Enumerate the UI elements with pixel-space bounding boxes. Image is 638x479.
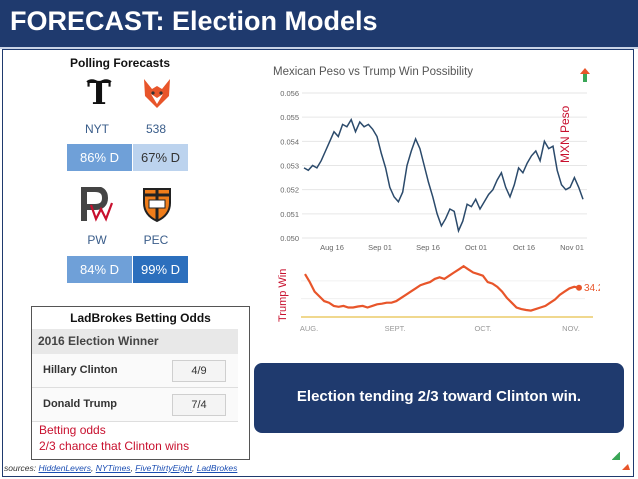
- odds-value: 7/4: [172, 394, 226, 416]
- peso-x-tick: Sep 16: [416, 243, 440, 252]
- peso-x-tick: Aug 16: [320, 243, 344, 252]
- win-x-tick: OCT.: [474, 324, 491, 333]
- peso-y-tick: 0.051: [280, 210, 299, 219]
- win-x-tick: SEPT.: [385, 324, 406, 333]
- callout-box: Election tending 2/3 toward Clinton win.: [254, 363, 624, 433]
- peso-y-tick: 0.052: [280, 186, 299, 195]
- peso-x-ticks: Aug 16 Sep 01 Sep 16 Oct 01 Oct 16 Nov 01: [320, 243, 584, 252]
- ladbrokes-title: LadBrokes Betting Odds: [70, 311, 211, 325]
- forecast-name-pw: PW: [87, 233, 107, 247]
- ladbrokes-header: 2016 Election Winner: [32, 329, 238, 355]
- forecast-name-nyt: NYT: [85, 122, 109, 136]
- svg-text:T: T: [87, 76, 111, 110]
- win-gridlines: [301, 280, 585, 300]
- odds-value: 4/9: [172, 360, 226, 382]
- princeton-shield-logo: [143, 188, 171, 223]
- win-chart-bg: [293, 255, 600, 335]
- forecast-name-pec: PEC: [143, 233, 169, 247]
- callout-text: Election tending 2/3 toward Clinton win.: [296, 388, 582, 405]
- peso-x-tick: Oct 16: [513, 243, 535, 252]
- trump-win-y-label: Trump Win: [277, 268, 289, 322]
- candidate-name: Donald Trump: [43, 398, 117, 410]
- sources-line: sources: HiddenLevers, NYTimes, FiveThir…: [4, 463, 238, 473]
- forecast-value-pec: 99% D: [133, 256, 188, 283]
- ladbrokes-header-label: 2016 Election Winner: [38, 334, 159, 348]
- title-bar: FORECAST: Election Models: [0, 0, 638, 49]
- forecast-value-nyt: 86% D: [67, 144, 132, 171]
- peso-x-tick: Sep 01: [368, 243, 392, 252]
- nyt-logo: T: [86, 76, 112, 110]
- peso-chart-title: Mexican Peso vs Trump Win Possibility: [273, 66, 473, 78]
- win-x-ticks: AUG. SEPT. OCT. NOV.: [300, 324, 580, 333]
- forecast-value-538: 67% D: [133, 144, 188, 171]
- slide-title: FORECAST: Election Models: [10, 6, 378, 36]
- arrows-icon: [580, 68, 590, 82]
- ladbrokes-box: LadBrokes Betting Odds 2016 Election Win…: [31, 306, 250, 460]
- peso-chart-bg: [262, 58, 600, 258]
- fox-logo: [144, 79, 170, 108]
- candidate-name: Hillary Clinton: [43, 364, 118, 376]
- peso-y-tick: 0.053: [280, 162, 299, 171]
- peso-y-tick: 0.055: [280, 113, 299, 122]
- win-x-tick: NOV.: [562, 324, 580, 333]
- peso-y-ticks: 0.056 0.055 0.054 0.053 0.052 0.051 0.050: [280, 89, 299, 243]
- betting-note-line1: Betting odds: [39, 423, 106, 437]
- ladbrokes-row: Donald Trump 7/4: [32, 388, 238, 422]
- win-last-point: [576, 284, 582, 291]
- peso-series-line: [303, 117, 584, 234]
- source-link-hiddenlevers[interactable]: HiddenLevers: [38, 463, 91, 473]
- source-link-fivethirtyeight[interactable]: FiveThirtyEight: [135, 463, 192, 473]
- source-link-ladbrokes[interactable]: LadBrokes: [196, 463, 238, 473]
- arrows-icon: [612, 452, 630, 470]
- forecast-name-538: 538: [145, 122, 167, 136]
- win-last-label: 34.2%: [584, 283, 600, 294]
- peso-y-label: MXN Peso: [558, 105, 572, 163]
- peso-chart: Mexican Peso vs Trump Win Possibility 0.…: [262, 58, 600, 258]
- forecast-value-pw: 84% D: [67, 256, 132, 283]
- betting-note-line2: 2/3 chance that Clinton wins: [39, 439, 190, 453]
- peso-y-tick: 0.050: [280, 234, 299, 243]
- peso-gridlines: [302, 92, 587, 239]
- polling-title: Polling Forecasts: [70, 56, 171, 70]
- trump-win-chart: AUG. SEPT. OCT. NOV. 34.2%: [293, 255, 600, 335]
- peso-y-tick: 0.054: [280, 137, 299, 146]
- trump-win-series-line: [304, 264, 580, 312]
- source-link-nytimes[interactable]: NYTimes: [95, 463, 131, 473]
- peso-y-tick: 0.056: [280, 89, 299, 98]
- slide-frame: [2, 49, 634, 477]
- sources-prefix: sources:: [4, 463, 37, 473]
- peso-x-tick: Oct 01: [465, 243, 487, 252]
- peso-x-tick: Nov 01: [560, 243, 584, 252]
- ladbrokes-row: Hillary Clinton 4/9: [32, 354, 238, 388]
- pw-logo: [81, 187, 114, 222]
- win-x-tick: AUG.: [300, 324, 318, 333]
